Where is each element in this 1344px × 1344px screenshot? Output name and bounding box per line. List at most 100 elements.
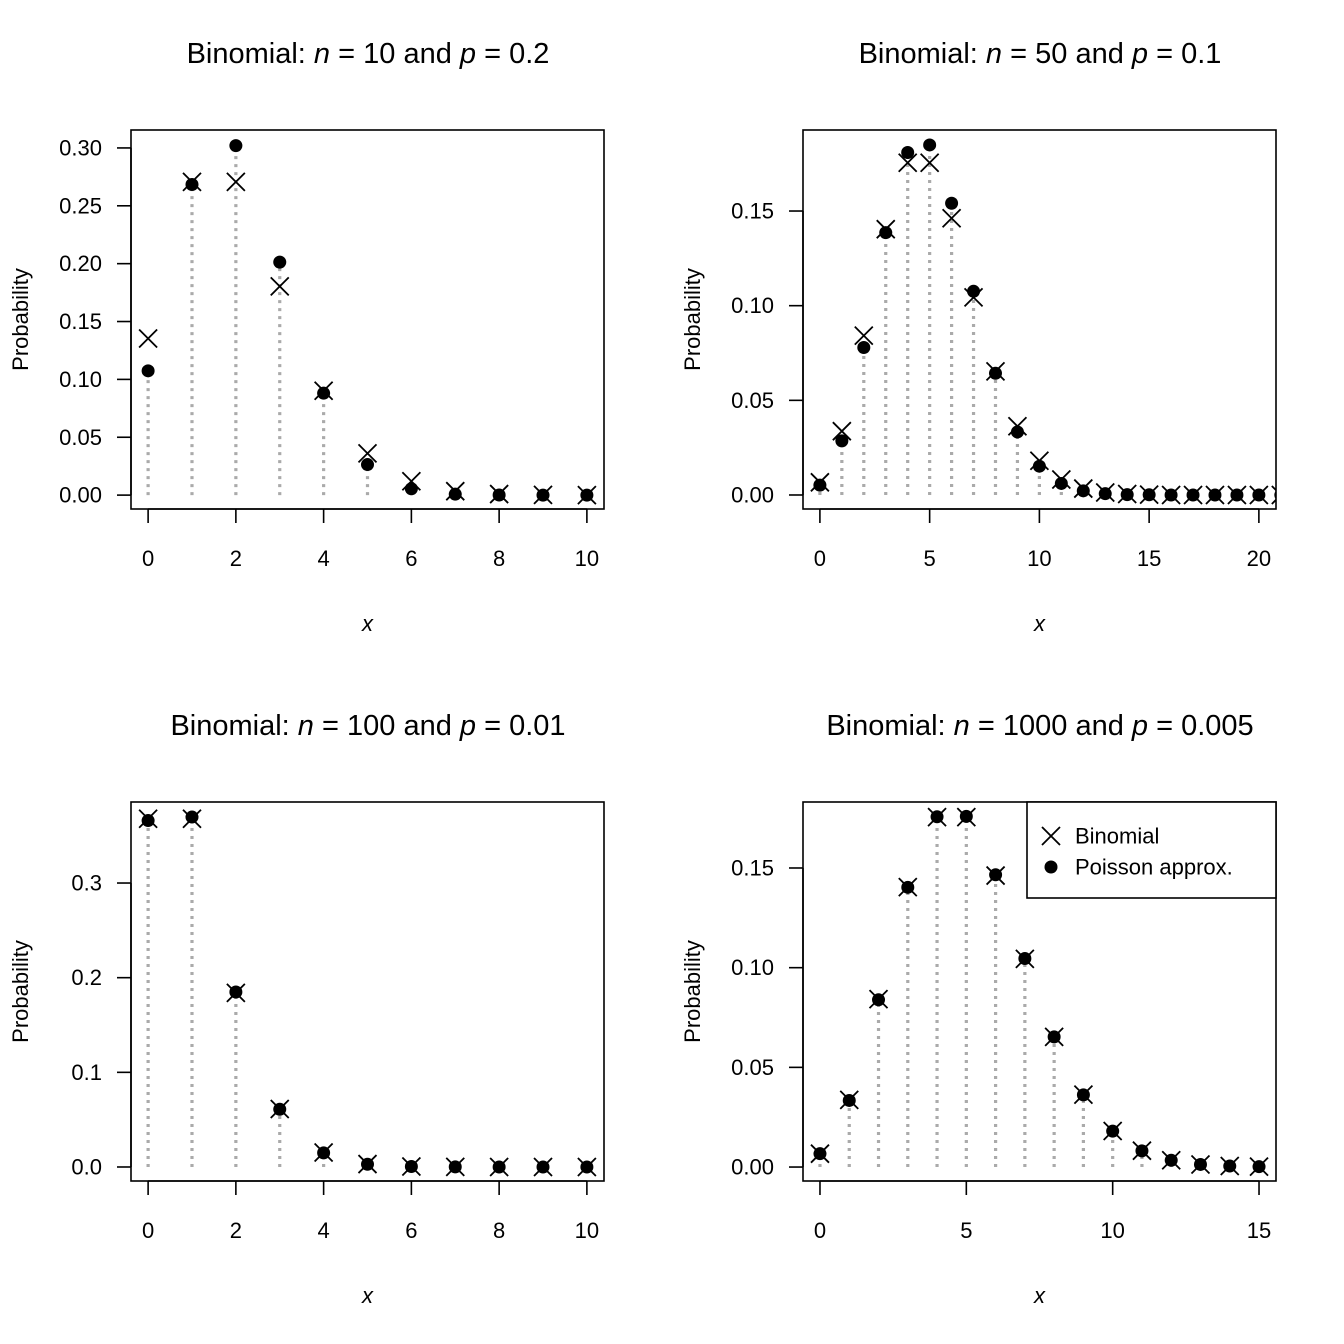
panel-3: Binomial: n = 100 and p = 0.01 0 2 4 6 8 10 0.0… <box>8 710 605 1308</box>
poisson-point <box>141 814 155 828</box>
title-prefix: Binomial: <box>170 710 297 742</box>
y-tick-label: 0.0 <box>71 1154 102 1179</box>
equals-sign: = <box>970 710 1003 742</box>
binomial-point <box>1271 485 1276 505</box>
poisson-point <box>923 138 937 152</box>
poisson-point <box>361 458 374 472</box>
plot-frame <box>130 801 605 1182</box>
panel-4: Binomial: n = 1000 and p = 0.005 0 5 10 15 0.… <box>680 710 1277 1308</box>
x-tick-label: 5 <box>924 546 936 571</box>
x-tick-label: 20 <box>1247 546 1271 571</box>
title-and: and <box>403 38 459 70</box>
title-prefix: Binomial: <box>826 710 953 742</box>
x-tick-label: 0 <box>142 546 154 571</box>
y-tick-label: 0.05 <box>731 1055 774 1080</box>
equals-sign: = <box>330 38 363 70</box>
binomial-point <box>963 287 984 307</box>
y-tick-label: 0.15 <box>731 855 774 880</box>
binomial-point <box>1205 485 1225 505</box>
binomial-point <box>489 1157 509 1177</box>
x-tick-label: 8 <box>493 1218 505 1243</box>
binomial-point <box>1073 478 1093 499</box>
equals-sign: = <box>1002 38 1035 70</box>
poisson-point <box>901 146 915 160</box>
panel-title: Binomial: n = 100 and p = 0.01 <box>170 710 565 742</box>
binomial-point <box>1161 485 1181 505</box>
panel-title: Binomial: n = 10 and p = 0.2 <box>187 38 550 70</box>
x-tick-label: 6 <box>405 1218 417 1243</box>
binomial-point <box>832 421 852 441</box>
title-p: 0.1 <box>1181 38 1221 70</box>
x-axis-label: x <box>361 1283 374 1308</box>
binomial-point <box>839 1090 859 1110</box>
title-n: 50 <box>1035 38 1075 70</box>
binomial-point <box>313 1142 334 1163</box>
title-n-symbol: n <box>954 710 970 742</box>
x-tick-label: 10 <box>575 1218 599 1243</box>
binomial-point <box>1190 1154 1211 1175</box>
binomial-point <box>1249 485 1269 505</box>
binomial-point <box>927 807 947 827</box>
y-axis-label: Probability <box>8 268 33 371</box>
y-tick-label: 0.15 <box>59 309 102 334</box>
poisson-point <box>1054 476 1068 490</box>
y-tick-label: 0.20 <box>59 251 102 276</box>
binomial-point <box>1007 416 1028 436</box>
poisson-point <box>945 196 959 210</box>
binomial-point <box>1095 482 1115 503</box>
binomial-point <box>138 328 158 349</box>
title-n: 10 <box>363 38 403 70</box>
binomial-point <box>357 1154 378 1174</box>
title-and: and <box>1075 38 1131 70</box>
binomial-point <box>1015 949 1035 969</box>
title-n-symbol: n <box>314 38 330 70</box>
x-axis-label: x <box>1033 1283 1046 1308</box>
binomial-point <box>956 807 976 827</box>
y-axis-label: Probability <box>8 940 33 1043</box>
legend-dot-marker <box>1044 860 1058 874</box>
title-p: 0.005 <box>1181 710 1254 742</box>
y-axis-label: Probability <box>680 268 705 371</box>
panel-1: Binomial: n = 10 and p = 0.20 2 4 6 8 100.000… <box>8 38 605 636</box>
binomial-point <box>1249 1157 1269 1177</box>
binomial-point <box>182 809 202 829</box>
binomial-point <box>533 485 553 505</box>
y-tick-label: 0.05 <box>731 388 774 413</box>
y-tick-label: 0.25 <box>59 193 102 218</box>
binomial-point <box>985 865 1006 886</box>
binomial-point <box>1073 1085 1094 1105</box>
poisson-point <box>835 434 849 448</box>
title-p-symbol: p <box>1131 710 1148 742</box>
binomial-point <box>810 472 830 492</box>
plot-area <box>810 807 1269 1177</box>
poisson-point <box>1076 484 1090 498</box>
title-p-symbol: p <box>1131 38 1148 70</box>
poisson-point <box>404 482 418 496</box>
title-p: 0.01 <box>509 710 565 742</box>
plot-area <box>810 138 1276 505</box>
binomial-point <box>138 809 158 829</box>
binomial-point <box>357 443 378 463</box>
plot-frame <box>802 129 1277 510</box>
y-tick-label: 0.30 <box>59 135 102 160</box>
x-tick-label: 0 <box>814 546 826 571</box>
binomial-point <box>898 153 918 173</box>
poisson-point <box>967 284 981 298</box>
title-and: and <box>1075 710 1131 742</box>
title-p: 0.2 <box>509 38 549 70</box>
y-tick-label: 0.15 <box>731 199 774 224</box>
legend-label-poisson: Poisson approx. <box>1075 855 1233 880</box>
binomial-point <box>577 485 597 505</box>
x-tick-label: 2 <box>230 546 242 571</box>
binomial-point <box>533 1157 553 1177</box>
title-n: 1000 <box>1003 710 1076 742</box>
binomial-point <box>1103 1121 1123 1141</box>
x-tick-label: 10 <box>575 546 599 571</box>
binomial-point <box>1051 469 1071 490</box>
binomial-point <box>876 219 896 239</box>
binomial-point <box>1044 1027 1064 1047</box>
y-tick-label: 0.1 <box>71 1060 102 1085</box>
legend-box <box>1026 801 1277 899</box>
x-tick-label: 6 <box>405 546 417 571</box>
binomial-point <box>810 1144 830 1164</box>
